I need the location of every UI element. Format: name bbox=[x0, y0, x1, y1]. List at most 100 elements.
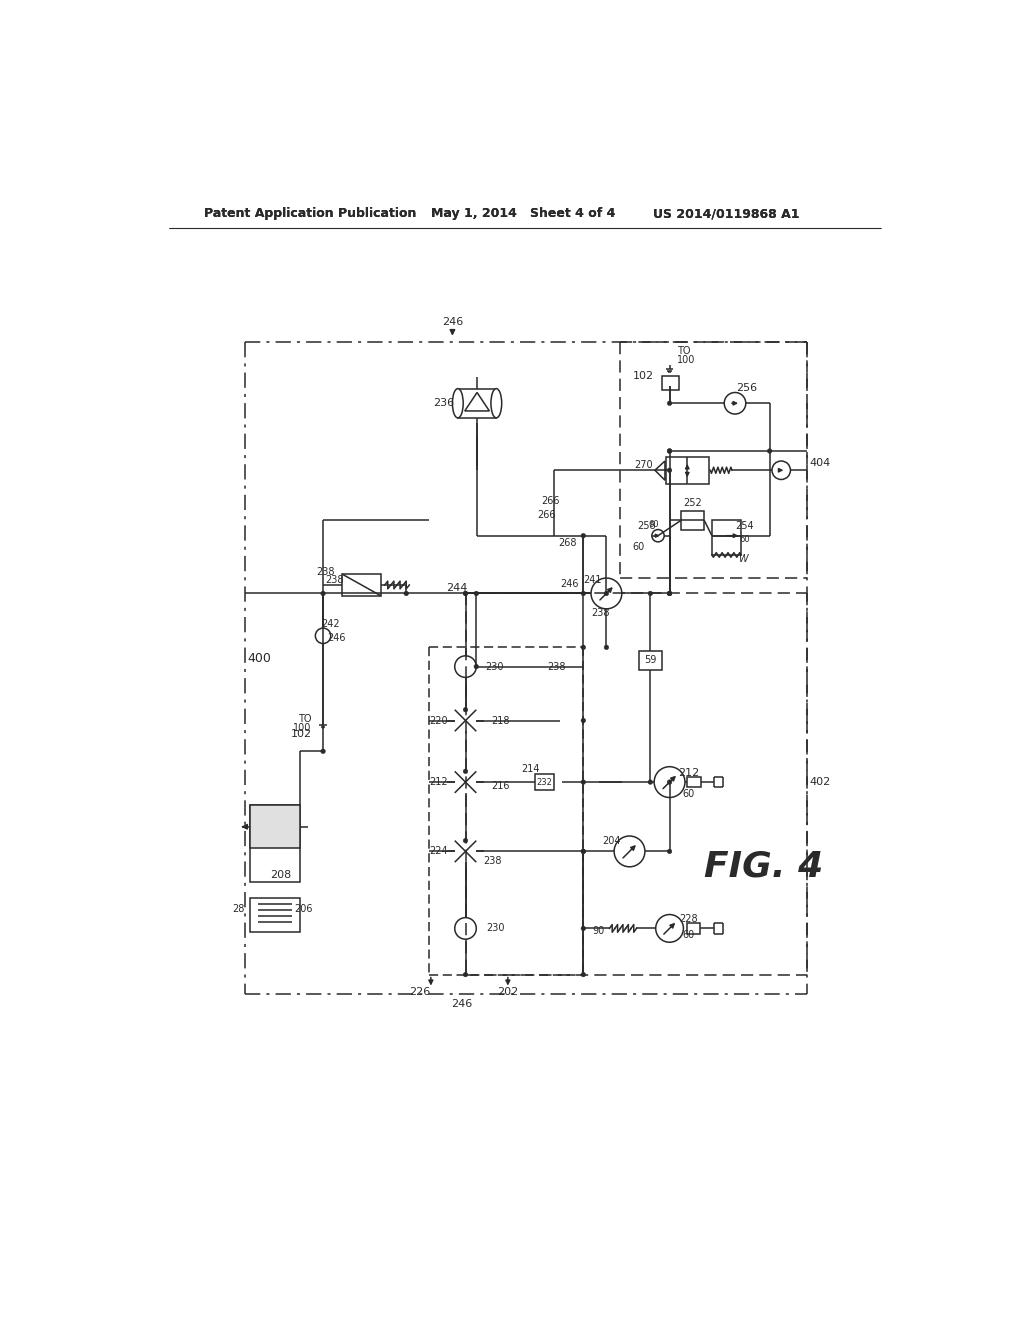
Text: 100: 100 bbox=[677, 355, 695, 366]
Bar bbox=[712, 520, 741, 554]
Bar bbox=[686, 923, 700, 933]
Circle shape bbox=[668, 591, 672, 595]
Text: TO: TO bbox=[677, 346, 691, 356]
Text: 238: 238 bbox=[316, 566, 335, 577]
Text: 100: 100 bbox=[293, 723, 311, 733]
Circle shape bbox=[668, 469, 672, 473]
Text: 228: 228 bbox=[680, 915, 698, 924]
Bar bbox=[639, 651, 662, 671]
Text: 270: 270 bbox=[634, 459, 652, 470]
Circle shape bbox=[581, 533, 586, 539]
Text: US 2014/0119868 A1: US 2014/0119868 A1 bbox=[652, 207, 799, 220]
Circle shape bbox=[724, 392, 745, 414]
Circle shape bbox=[581, 780, 586, 784]
Text: 256: 256 bbox=[736, 383, 757, 393]
Text: 90: 90 bbox=[593, 925, 605, 936]
Text: 230: 230 bbox=[484, 661, 503, 672]
Circle shape bbox=[581, 718, 586, 723]
Text: Patent Application Publication: Patent Application Publication bbox=[204, 207, 416, 220]
Circle shape bbox=[668, 401, 672, 405]
Circle shape bbox=[654, 767, 685, 797]
Text: 254: 254 bbox=[735, 521, 755, 532]
Text: 218: 218 bbox=[490, 715, 509, 726]
Circle shape bbox=[648, 780, 652, 784]
Circle shape bbox=[581, 849, 586, 854]
Text: 224: 224 bbox=[429, 846, 447, 857]
Text: 238: 238 bbox=[547, 661, 565, 672]
Circle shape bbox=[581, 927, 586, 931]
Circle shape bbox=[463, 591, 468, 595]
Text: May 1, 2014   Sheet 4 of 4: May 1, 2014 Sheet 4 of 4 bbox=[431, 207, 615, 220]
Bar bbox=[662, 376, 679, 391]
Circle shape bbox=[614, 836, 645, 867]
Ellipse shape bbox=[453, 388, 463, 418]
Text: 244: 244 bbox=[445, 583, 467, 593]
Text: 238: 238 bbox=[326, 576, 344, 585]
Text: 102: 102 bbox=[291, 730, 311, 739]
Text: 252: 252 bbox=[683, 499, 702, 508]
Bar bbox=[342, 574, 381, 595]
Text: 202: 202 bbox=[498, 986, 518, 997]
Text: 60: 60 bbox=[649, 520, 659, 528]
Text: 60: 60 bbox=[739, 535, 751, 544]
Circle shape bbox=[604, 645, 608, 649]
Circle shape bbox=[463, 708, 468, 711]
Text: 241: 241 bbox=[584, 576, 602, 585]
Text: 220: 220 bbox=[429, 715, 447, 726]
Circle shape bbox=[474, 664, 478, 669]
Circle shape bbox=[668, 780, 672, 784]
Text: 404: 404 bbox=[810, 458, 830, 467]
Text: 246: 246 bbox=[441, 317, 463, 327]
Text: 60: 60 bbox=[683, 788, 695, 799]
Circle shape bbox=[455, 917, 476, 940]
Bar bbox=[250, 805, 300, 882]
Circle shape bbox=[652, 529, 665, 543]
Polygon shape bbox=[655, 461, 665, 480]
Text: 238: 238 bbox=[591, 607, 609, 618]
Text: 238: 238 bbox=[483, 855, 502, 866]
Polygon shape bbox=[465, 392, 489, 411]
Text: 214: 214 bbox=[521, 764, 541, 774]
Circle shape bbox=[604, 591, 608, 595]
Circle shape bbox=[668, 449, 672, 453]
Circle shape bbox=[767, 449, 772, 453]
Circle shape bbox=[772, 461, 791, 479]
Bar bbox=[535, 775, 554, 789]
Bar bbox=[458, 388, 497, 418]
Circle shape bbox=[668, 591, 672, 595]
Text: 246: 246 bbox=[560, 579, 579, 589]
Circle shape bbox=[668, 449, 672, 453]
Text: 268: 268 bbox=[559, 539, 578, 548]
Circle shape bbox=[581, 591, 586, 595]
Circle shape bbox=[581, 849, 586, 854]
Text: 102: 102 bbox=[633, 371, 654, 381]
Text: 258: 258 bbox=[637, 521, 655, 532]
Text: 28: 28 bbox=[232, 904, 245, 915]
Bar bbox=[250, 805, 300, 847]
Text: 216: 216 bbox=[490, 781, 509, 791]
Text: 226: 226 bbox=[410, 986, 431, 997]
Text: 232: 232 bbox=[537, 777, 552, 787]
Circle shape bbox=[591, 578, 622, 609]
Text: 242: 242 bbox=[322, 619, 340, 630]
Circle shape bbox=[474, 591, 478, 595]
Circle shape bbox=[455, 656, 476, 677]
Bar bbox=[131, 158, 920, 230]
Circle shape bbox=[463, 973, 468, 977]
Circle shape bbox=[581, 973, 586, 977]
Circle shape bbox=[648, 591, 652, 595]
Text: 402: 402 bbox=[810, 777, 830, 787]
Text: Patent Application Publication: Patent Application Publication bbox=[204, 207, 416, 220]
Text: May 1, 2014   Sheet 4 of 4: May 1, 2014 Sheet 4 of 4 bbox=[431, 207, 615, 220]
Bar bbox=[687, 776, 701, 788]
Circle shape bbox=[655, 915, 683, 942]
Text: TO: TO bbox=[298, 714, 311, 723]
Text: 60: 60 bbox=[683, 929, 695, 940]
Text: 230: 230 bbox=[486, 924, 505, 933]
Text: 246: 246 bbox=[327, 634, 345, 643]
Circle shape bbox=[463, 591, 468, 595]
Text: W: W bbox=[738, 554, 748, 564]
Bar bbox=[681, 511, 705, 531]
Text: 204: 204 bbox=[602, 836, 622, 846]
Text: 246: 246 bbox=[451, 999, 472, 1008]
